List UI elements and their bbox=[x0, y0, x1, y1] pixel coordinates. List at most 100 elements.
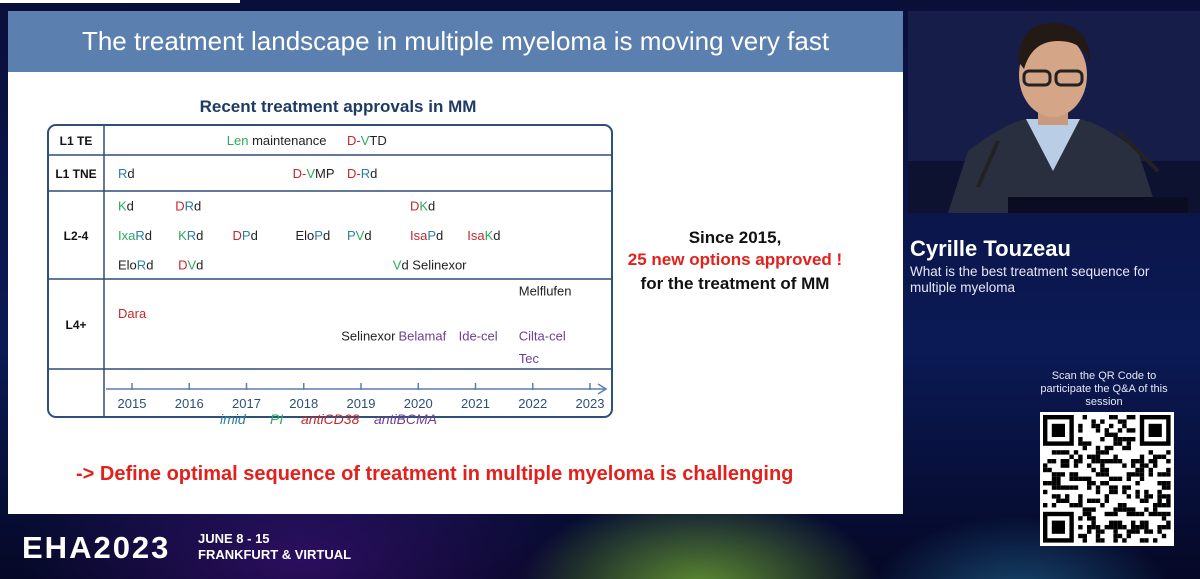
treatment-label: DVd bbox=[178, 257, 203, 272]
qr-module bbox=[1166, 459, 1171, 464]
qr-module bbox=[1056, 485, 1061, 490]
qr-module bbox=[1109, 476, 1114, 481]
qr-module bbox=[1060, 463, 1065, 468]
x-tick-label: 2019 bbox=[347, 396, 376, 411]
qr-module bbox=[1153, 503, 1158, 508]
qr-module bbox=[1078, 498, 1083, 503]
treatment-label: IxaRd bbox=[118, 228, 152, 243]
treatment-label-part: maintenance bbox=[248, 133, 326, 148]
qr-module bbox=[1065, 459, 1070, 464]
qr-module bbox=[1082, 415, 1087, 420]
treatment-label-part: Isa bbox=[410, 228, 428, 243]
qr-module bbox=[1056, 481, 1061, 486]
x-tick-label: 2016 bbox=[175, 396, 204, 411]
qr-module bbox=[1104, 450, 1109, 455]
qr-module bbox=[1109, 415, 1114, 420]
qr-module bbox=[1087, 463, 1092, 468]
qr-module bbox=[1122, 485, 1127, 490]
treatment-label: DPd bbox=[233, 228, 258, 243]
qr-module bbox=[1104, 498, 1109, 503]
qr-module bbox=[1109, 423, 1114, 429]
qr-module bbox=[1113, 485, 1118, 490]
qr-module bbox=[1161, 511, 1167, 517]
qr-module bbox=[1091, 481, 1096, 486]
qr-module bbox=[1100, 503, 1105, 508]
treatment-label-part: R bbox=[137, 257, 146, 272]
qr-module bbox=[1153, 463, 1158, 468]
treatment-label-part: K bbox=[118, 199, 127, 214]
qr-module bbox=[1069, 454, 1074, 459]
qr-module bbox=[1091, 507, 1096, 512]
treatment-label: Ide-cel bbox=[459, 328, 498, 343]
treatment-label-part: D bbox=[410, 199, 419, 214]
treatment-label: Rd bbox=[118, 166, 135, 181]
qr-module bbox=[1100, 463, 1105, 468]
qr-module bbox=[1065, 450, 1070, 455]
treatment-label-part: R bbox=[135, 228, 144, 243]
qr-module bbox=[1113, 538, 1118, 543]
qr-module bbox=[1126, 428, 1131, 433]
qr-module bbox=[1113, 415, 1118, 420]
qr-module bbox=[1166, 467, 1171, 473]
qr-module bbox=[1161, 485, 1167, 490]
qr-module bbox=[1117, 437, 1123, 442]
treatment-label: Cilta-cel bbox=[519, 328, 566, 343]
treatment-label-part: d bbox=[146, 257, 153, 272]
qr-module bbox=[1126, 529, 1131, 534]
qr-module bbox=[1161, 525, 1167, 530]
qr-module bbox=[1148, 529, 1153, 534]
qr-module bbox=[1135, 511, 1140, 517]
treatment-label-part: Isa bbox=[467, 228, 485, 243]
treatment-label-part: V bbox=[361, 133, 370, 148]
qr-module bbox=[1117, 503, 1123, 508]
qr-module bbox=[1157, 511, 1162, 517]
qr-module bbox=[1161, 472, 1167, 477]
qr-module bbox=[1126, 511, 1131, 517]
qr-module bbox=[1095, 459, 1101, 464]
qr-module bbox=[1051, 485, 1057, 490]
qr-module bbox=[1082, 441, 1087, 446]
qr-module bbox=[1113, 454, 1118, 459]
qr-module bbox=[1122, 419, 1127, 424]
qr-module bbox=[1078, 533, 1083, 539]
qr-module bbox=[1148, 467, 1153, 473]
qr-module bbox=[1095, 450, 1101, 455]
qr-module bbox=[1100, 450, 1105, 455]
qr-module bbox=[1087, 454, 1092, 459]
treatment-label-part: d Selinexor bbox=[401, 257, 467, 272]
treatment-label-part: d bbox=[194, 199, 201, 214]
speaker-video bbox=[908, 11, 1200, 213]
qr-module bbox=[1157, 454, 1162, 459]
treatment-label-part: Belamaf bbox=[399, 328, 447, 343]
qr-module bbox=[1139, 538, 1145, 543]
qr-module bbox=[1082, 445, 1087, 451]
qr-module bbox=[1144, 463, 1149, 468]
qr-module bbox=[1144, 507, 1149, 512]
qr-module bbox=[1100, 481, 1105, 486]
qr-module bbox=[1065, 485, 1070, 490]
qr-module bbox=[1122, 437, 1127, 442]
treatment-label-part: K bbox=[419, 199, 428, 214]
qr-code[interactable] bbox=[1040, 412, 1174, 546]
qr-module bbox=[1109, 489, 1114, 495]
treatment-label-part: K bbox=[178, 228, 187, 243]
qr-module bbox=[1082, 476, 1087, 481]
treatment-label-part: d bbox=[145, 228, 152, 243]
qr-module bbox=[1148, 450, 1153, 455]
treatment-label: D-Rd bbox=[347, 166, 377, 181]
treatment-label-part: V bbox=[393, 257, 402, 272]
qr-module bbox=[1157, 503, 1162, 508]
qr-module bbox=[1078, 476, 1083, 481]
qr-module bbox=[1043, 481, 1048, 486]
qr-module bbox=[1056, 450, 1061, 455]
qr-module bbox=[1069, 503, 1074, 508]
treatment-label-part: Ide-cel bbox=[459, 328, 498, 343]
x-tick-label: 2021 bbox=[461, 396, 490, 411]
qr-module bbox=[1095, 445, 1101, 451]
treatment-label: Belamaf bbox=[399, 328, 447, 343]
treatment-label-part: Melflufen bbox=[519, 283, 572, 298]
qr-module bbox=[1082, 533, 1087, 539]
qr-module bbox=[1122, 538, 1127, 543]
qr-module bbox=[1073, 476, 1079, 481]
qr-module bbox=[1157, 481, 1162, 486]
